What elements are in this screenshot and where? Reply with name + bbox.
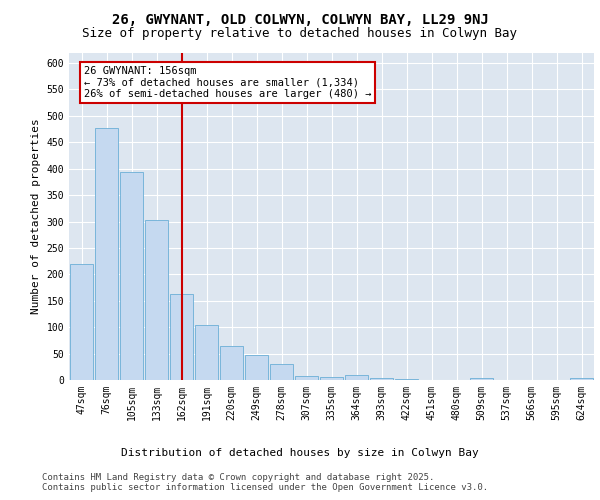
Bar — [245, 355, 268, 380]
Text: Contains HM Land Registry data © Crown copyright and database right 2025.
Contai: Contains HM Land Registry data © Crown c… — [42, 472, 488, 492]
Bar — [70, 264, 93, 380]
Bar — [145, 220, 168, 380]
Bar — [220, 346, 243, 380]
Bar — [95, 128, 118, 380]
Text: 26 GWYNANT: 156sqm
← 73% of detached houses are smaller (1,334)
26% of semi-deta: 26 GWYNANT: 156sqm ← 73% of detached hou… — [84, 66, 371, 99]
Bar — [320, 378, 343, 380]
Bar — [295, 376, 318, 380]
Bar — [570, 378, 593, 380]
Bar — [270, 364, 293, 380]
Y-axis label: Number of detached properties: Number of detached properties — [31, 118, 41, 314]
Text: Distribution of detached houses by size in Colwyn Bay: Distribution of detached houses by size … — [121, 448, 479, 458]
Bar — [345, 375, 368, 380]
Bar — [195, 324, 218, 380]
Bar — [120, 172, 143, 380]
Bar — [370, 378, 393, 380]
Text: Size of property relative to detached houses in Colwyn Bay: Size of property relative to detached ho… — [83, 28, 517, 40]
Bar — [170, 294, 193, 380]
Bar — [470, 378, 493, 380]
Text: 26, GWYNANT, OLD COLWYN, COLWYN BAY, LL29 9NJ: 26, GWYNANT, OLD COLWYN, COLWYN BAY, LL2… — [112, 12, 488, 26]
Bar — [395, 379, 418, 380]
